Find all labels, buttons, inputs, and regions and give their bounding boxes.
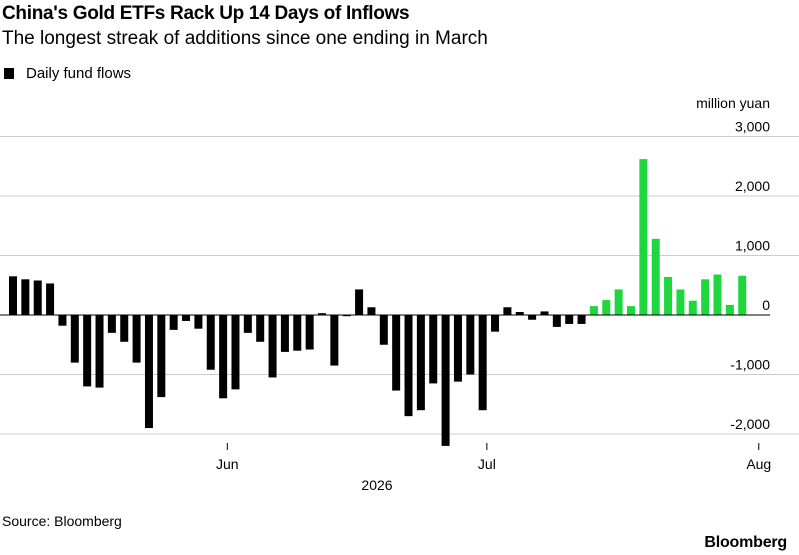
bar [651, 238, 660, 315]
bar [688, 300, 697, 315]
bar [58, 315, 67, 326]
y-tick-label: -1,000 [730, 357, 770, 373]
x-tick-label: Jun [216, 456, 239, 472]
source-note: Source: Bloomberg [2, 513, 122, 529]
bar [478, 315, 487, 411]
bar [70, 315, 79, 363]
bar [144, 315, 153, 429]
chart-title: China's Gold ETFs Rack Up 14 Days of Inf… [2, 3, 410, 24]
bar [602, 300, 611, 315]
bar [565, 315, 574, 324]
bar [540, 311, 549, 315]
bar [293, 315, 302, 351]
bar [701, 279, 710, 315]
bar [280, 315, 289, 352]
chart-subtitle: The longest streak of additions since on… [2, 28, 488, 49]
x-tick-label: Aug [746, 456, 771, 472]
y-tick-label: 2,000 [735, 178, 770, 194]
y-tick-label: -2,000 [730, 416, 770, 432]
bar [577, 315, 586, 324]
bar [157, 315, 166, 398]
bar [627, 306, 635, 315]
bar [528, 315, 537, 320]
bar [231, 315, 240, 390]
bar [330, 315, 339, 366]
bar [83, 315, 92, 387]
y-axis-unit: million yuan [696, 95, 770, 111]
bar [676, 289, 685, 315]
bloomberg-logo: Bloomberg [704, 534, 787, 551]
bar [429, 315, 438, 384]
bar [9, 276, 17, 315]
bar [318, 313, 326, 315]
bar [392, 315, 401, 391]
bar [194, 315, 203, 329]
bar [46, 283, 55, 315]
bar [453, 315, 462, 382]
legend-swatch [4, 68, 14, 79]
bar [639, 159, 648, 315]
bar [305, 315, 314, 350]
bar [725, 304, 734, 315]
y-tick-label: 1,000 [735, 238, 770, 254]
bar [107, 315, 116, 333]
bar [219, 315, 228, 399]
bar [491, 315, 500, 332]
bar [206, 315, 215, 370]
bar [738, 275, 747, 315]
year-label: 2026 [361, 477, 392, 493]
bar [268, 315, 277, 378]
bar [441, 315, 450, 446]
bar [21, 279, 30, 315]
bar [379, 315, 388, 345]
bar [33, 280, 42, 315]
legend: Daily fund flows [4, 65, 131, 82]
bar [256, 315, 265, 342]
bar [182, 315, 191, 321]
bar [466, 315, 475, 375]
bar [95, 315, 104, 388]
y-tick-label: 3,000 [735, 119, 770, 135]
bar [614, 289, 623, 315]
bar [713, 274, 722, 315]
bar [367, 307, 376, 315]
bar [120, 315, 129, 342]
bar [416, 315, 425, 411]
bar [342, 315, 351, 317]
bar [243, 315, 252, 333]
y-tick-label: 0 [762, 297, 770, 313]
bar [589, 306, 598, 315]
bar [552, 315, 561, 327]
bar [169, 315, 178, 330]
bar [664, 276, 673, 315]
bar [132, 315, 141, 363]
bar [355, 289, 364, 315]
bar [515, 312, 524, 315]
x-tick-label: Jul [478, 456, 496, 472]
legend-label: Daily fund flows [26, 65, 132, 82]
bar [404, 315, 413, 417]
bar [503, 307, 512, 315]
